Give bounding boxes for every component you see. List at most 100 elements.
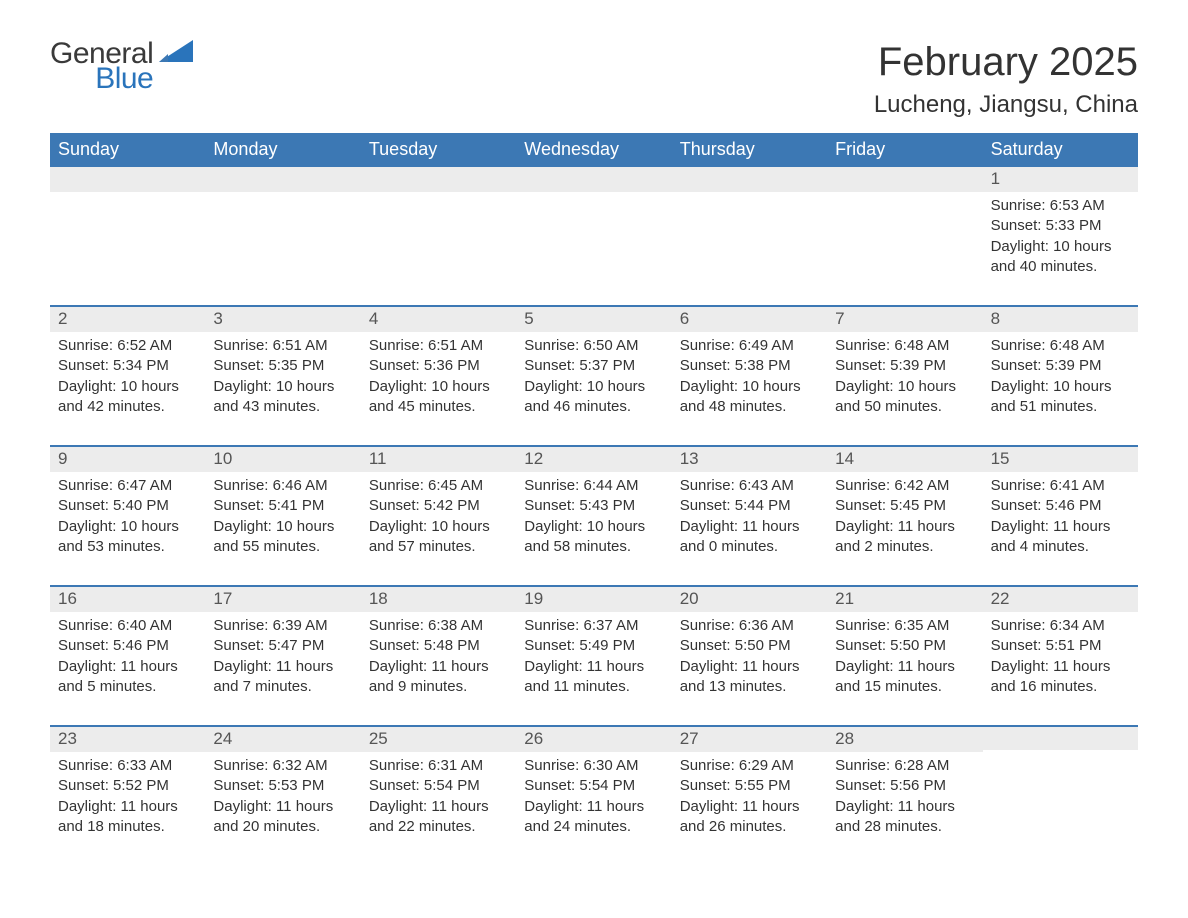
day-number: 13 [672, 445, 827, 472]
sunset-text: Sunset: 5:46 PM [58, 636, 197, 656]
day-details: Sunrise: 6:41 AMSunset: 5:46 PMDaylight:… [983, 472, 1138, 557]
sunset-text: Sunset: 5:50 PM [835, 636, 974, 656]
location-subtitle: Lucheng, Jiangsu, China [874, 91, 1138, 119]
calendar-day-cell: 27Sunrise: 6:29 AMSunset: 5:55 PMDayligh… [672, 725, 827, 865]
day-details: Sunrise: 6:44 AMSunset: 5:43 PMDaylight:… [516, 472, 671, 557]
sunrise-text: Sunrise: 6:37 AM [524, 616, 663, 636]
calendar-day-cell [672, 167, 827, 305]
calendar-day-cell: 26Sunrise: 6:30 AMSunset: 5:54 PMDayligh… [516, 725, 671, 865]
calendar-day-cell: 17Sunrise: 6:39 AMSunset: 5:47 PMDayligh… [205, 585, 360, 725]
daylight-text: Daylight: 10 hours and 46 minutes. [524, 377, 663, 418]
sunset-text: Sunset: 5:49 PM [524, 636, 663, 656]
day-number [983, 725, 1138, 750]
sunrise-text: Sunrise: 6:29 AM [680, 756, 819, 776]
day-number [516, 167, 671, 192]
day-number: 24 [205, 725, 360, 752]
daylight-text: Daylight: 10 hours and 57 minutes. [369, 517, 508, 558]
day-number: 9 [50, 445, 205, 472]
daylight-text: Daylight: 10 hours and 51 minutes. [991, 377, 1130, 418]
sunset-text: Sunset: 5:54 PM [369, 776, 508, 796]
day-details: Sunrise: 6:49 AMSunset: 5:38 PMDaylight:… [672, 332, 827, 417]
calendar-table: SundayMondayTuesdayWednesdayThursdayFrid… [50, 133, 1138, 865]
sunset-text: Sunset: 5:43 PM [524, 496, 663, 516]
day-details: Sunrise: 6:47 AMSunset: 5:40 PMDaylight:… [50, 472, 205, 557]
calendar-day-cell: 3Sunrise: 6:51 AMSunset: 5:35 PMDaylight… [205, 305, 360, 445]
logo-blue-text: Blue [50, 65, 153, 94]
day-details: Sunrise: 6:29 AMSunset: 5:55 PMDaylight:… [672, 752, 827, 837]
daylight-text: Daylight: 10 hours and 53 minutes. [58, 517, 197, 558]
day-details: Sunrise: 6:45 AMSunset: 5:42 PMDaylight:… [361, 472, 516, 557]
day-number: 27 [672, 725, 827, 752]
daylight-text: Daylight: 10 hours and 43 minutes. [213, 377, 352, 418]
daylight-text: Daylight: 10 hours and 45 minutes. [369, 377, 508, 418]
day-details: Sunrise: 6:36 AMSunset: 5:50 PMDaylight:… [672, 612, 827, 697]
daylight-text: Daylight: 11 hours and 0 minutes. [680, 517, 819, 558]
sunrise-text: Sunrise: 6:33 AM [58, 756, 197, 776]
sunset-text: Sunset: 5:35 PM [213, 356, 352, 376]
sunrise-text: Sunrise: 6:32 AM [213, 756, 352, 776]
day-details: Sunrise: 6:37 AMSunset: 5:49 PMDaylight:… [516, 612, 671, 697]
calendar-day-cell: 28Sunrise: 6:28 AMSunset: 5:56 PMDayligh… [827, 725, 982, 865]
calendar-day-cell: 14Sunrise: 6:42 AMSunset: 5:45 PMDayligh… [827, 445, 982, 585]
sunset-text: Sunset: 5:37 PM [524, 356, 663, 376]
day-details: Sunrise: 6:53 AMSunset: 5:33 PMDaylight:… [983, 192, 1138, 277]
daylight-text: Daylight: 11 hours and 11 minutes. [524, 657, 663, 698]
sunrise-text: Sunrise: 6:50 AM [524, 336, 663, 356]
daylight-text: Daylight: 11 hours and 15 minutes. [835, 657, 974, 698]
sunset-text: Sunset: 5:33 PM [991, 216, 1130, 236]
day-number [205, 167, 360, 192]
sunset-text: Sunset: 5:50 PM [680, 636, 819, 656]
sunset-text: Sunset: 5:39 PM [835, 356, 974, 376]
sunset-text: Sunset: 5:45 PM [835, 496, 974, 516]
sunrise-text: Sunrise: 6:49 AM [680, 336, 819, 356]
sunrise-text: Sunrise: 6:28 AM [835, 756, 974, 776]
sunset-text: Sunset: 5:56 PM [835, 776, 974, 796]
day-number [361, 167, 516, 192]
sunset-text: Sunset: 5:52 PM [58, 776, 197, 796]
sunset-text: Sunset: 5:47 PM [213, 636, 352, 656]
daylight-text: Daylight: 11 hours and 9 minutes. [369, 657, 508, 698]
daylight-text: Daylight: 11 hours and 5 minutes. [58, 657, 197, 698]
calendar-day-cell: 1Sunrise: 6:53 AMSunset: 5:33 PMDaylight… [983, 167, 1138, 305]
sunrise-text: Sunrise: 6:36 AM [680, 616, 819, 636]
sunrise-text: Sunrise: 6:43 AM [680, 476, 819, 496]
sunrise-text: Sunrise: 6:48 AM [835, 336, 974, 356]
day-number: 26 [516, 725, 671, 752]
sunset-text: Sunset: 5:34 PM [58, 356, 197, 376]
day-number: 16 [50, 585, 205, 612]
calendar-day-cell: 13Sunrise: 6:43 AMSunset: 5:44 PMDayligh… [672, 445, 827, 585]
day-details: Sunrise: 6:34 AMSunset: 5:51 PMDaylight:… [983, 612, 1138, 697]
sunset-text: Sunset: 5:39 PM [991, 356, 1130, 376]
page-title: February 2025 [874, 40, 1138, 85]
day-details: Sunrise: 6:52 AMSunset: 5:34 PMDaylight:… [50, 332, 205, 417]
flag-icon [159, 40, 193, 67]
calendar-day-cell: 2Sunrise: 6:52 AMSunset: 5:34 PMDaylight… [50, 305, 205, 445]
calendar-day-cell [205, 167, 360, 305]
daylight-text: Daylight: 11 hours and 16 minutes. [991, 657, 1130, 698]
day-details: Sunrise: 6:39 AMSunset: 5:47 PMDaylight:… [205, 612, 360, 697]
calendar-week-row: 23Sunrise: 6:33 AMSunset: 5:52 PMDayligh… [50, 725, 1138, 865]
daylight-text: Daylight: 11 hours and 26 minutes. [680, 797, 819, 838]
calendar-day-cell: 24Sunrise: 6:32 AMSunset: 5:53 PMDayligh… [205, 725, 360, 865]
day-number: 11 [361, 445, 516, 472]
day-details: Sunrise: 6:33 AMSunset: 5:52 PMDaylight:… [50, 752, 205, 837]
sunset-text: Sunset: 5:48 PM [369, 636, 508, 656]
day-details: Sunrise: 6:48 AMSunset: 5:39 PMDaylight:… [827, 332, 982, 417]
calendar-day-cell: 20Sunrise: 6:36 AMSunset: 5:50 PMDayligh… [672, 585, 827, 725]
sunrise-text: Sunrise: 6:48 AM [991, 336, 1130, 356]
daylight-text: Daylight: 11 hours and 18 minutes. [58, 797, 197, 838]
daylight-text: Daylight: 10 hours and 58 minutes. [524, 517, 663, 558]
daylight-text: Daylight: 11 hours and 4 minutes. [991, 517, 1130, 558]
day-number: 4 [361, 305, 516, 332]
calendar-week-row: 1Sunrise: 6:53 AMSunset: 5:33 PMDaylight… [50, 167, 1138, 305]
weekday-header: Friday [827, 133, 982, 167]
sunrise-text: Sunrise: 6:39 AM [213, 616, 352, 636]
day-details: Sunrise: 6:32 AMSunset: 5:53 PMDaylight:… [205, 752, 360, 837]
day-number: 6 [672, 305, 827, 332]
sunset-text: Sunset: 5:46 PM [991, 496, 1130, 516]
calendar-day-cell: 12Sunrise: 6:44 AMSunset: 5:43 PMDayligh… [516, 445, 671, 585]
weekday-header: Sunday [50, 133, 205, 167]
sunrise-text: Sunrise: 6:44 AM [524, 476, 663, 496]
sunrise-text: Sunrise: 6:47 AM [58, 476, 197, 496]
day-number: 10 [205, 445, 360, 472]
